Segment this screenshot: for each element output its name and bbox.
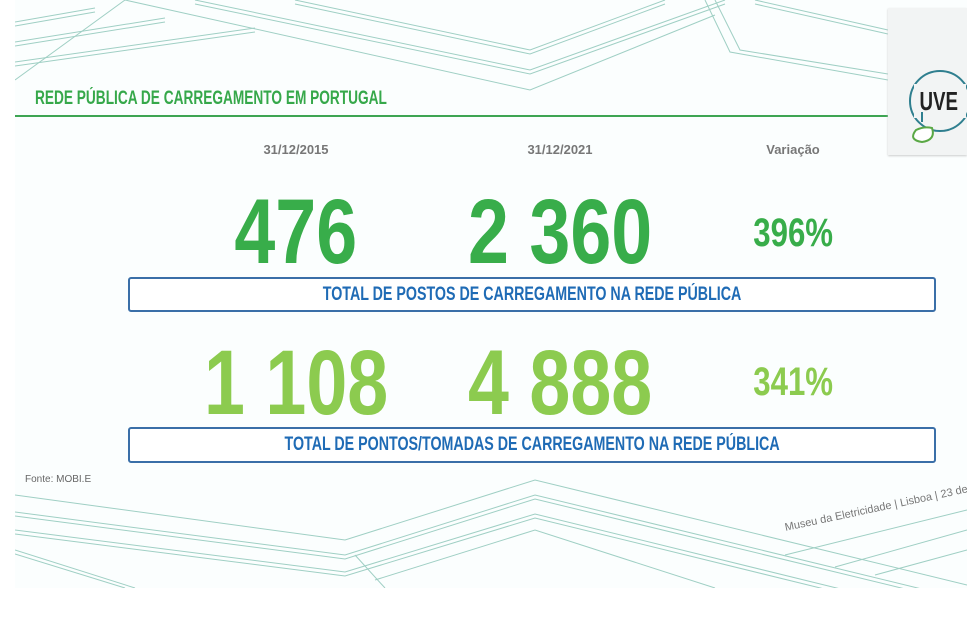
postos-2015-value: 476 [234,181,358,283]
uve-logo: UVE [888,8,967,155]
column-header-variation: Variação [766,142,820,157]
pontos-variation: 341% [753,360,833,404]
title-divider [15,115,888,117]
decorative-lines [15,0,967,588]
source-note: Fonte: MOBI.E [25,474,92,485]
slide-title: REDE PÚBLICA DE CARREGAMENTO EM PORTUGAL [35,88,387,109]
pontos-2021-value: 4 888 [467,332,653,434]
postos-2021-value: 2 360 [467,181,653,283]
postos-variation: 396% [753,211,833,255]
logo-text: UVE [919,86,958,116]
pontos-label-box: TOTAL DE PONTOS/TOMADAS DE CARREGAMENTO … [128,427,936,463]
pontos-2015-value: 1 108 [203,332,389,434]
plug-leaf-logo-icon [909,70,967,144]
column-header-2015: 31/12/2015 [263,142,329,157]
postos-label-box: TOTAL DE POSTOS DE CARREGAMENTO NA REDE … [128,277,936,312]
column-header-2021: 31/12/2021 [527,142,593,157]
presentation-slide: REDE PÚBLICA DE CARREGAMENTO EM PORTUGAL… [15,0,967,588]
